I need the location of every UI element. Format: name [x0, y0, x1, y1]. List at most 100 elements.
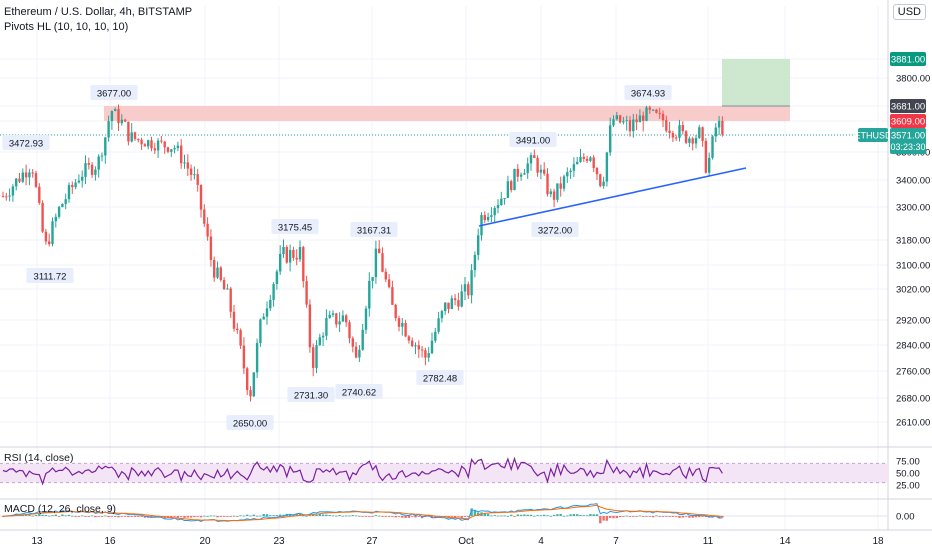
last-price-text: 3571.00 [891, 131, 925, 142]
candle-body [671, 132, 675, 138]
macd-histogram-bar [704, 516, 708, 518]
pivot-label-box [335, 384, 383, 399]
macd-histogram-bar [74, 516, 77, 517]
candle-body [229, 288, 232, 312]
candle-body [602, 181, 605, 187]
candle-body [486, 216, 490, 221]
currency-selector[interactable]: USD [892, 4, 926, 20]
y-tick-label: 3100.00 [896, 261, 930, 272]
macd-histogram-bar [622, 516, 625, 517]
macd-histogram-bar [315, 514, 318, 516]
pivot-label-box [226, 415, 274, 430]
macd-histogram-bar [123, 516, 127, 517]
macd-histogram-bar [196, 516, 199, 517]
macd-histogram-bar [612, 516, 615, 519]
macd-histogram-bar [180, 516, 183, 517]
candle-body [292, 250, 295, 258]
candle-body [437, 318, 440, 332]
candle-body [147, 140, 150, 147]
x-tick-label: 16 [104, 536, 116, 547]
macd-histogram-bar [133, 516, 137, 517]
macd-histogram-bar [130, 516, 133, 517]
candle-body [236, 328, 239, 331]
candle-body [585, 158, 589, 161]
macd-histogram-bar [506, 515, 510, 517]
macd-histogram-bar [526, 514, 529, 516]
candle-body [430, 340, 434, 354]
macd-histogram-bar [477, 512, 480, 516]
candle-body [526, 163, 529, 174]
macd-histogram-bar [566, 515, 569, 517]
macd-histogram-bar [345, 515, 348, 517]
macd-histogram-bar [602, 516, 605, 521]
pivot-label-box [2, 135, 50, 150]
macd-histogram-bar [450, 516, 453, 517]
macd-histogram-bar [496, 515, 500, 517]
candle-body [97, 156, 100, 170]
rsi-tick-label: 75.00 [896, 457, 920, 468]
candle-body [15, 178, 18, 187]
macd-histogram-bar [414, 516, 417, 518]
macd-histogram-bar [513, 516, 516, 517]
y-tick-label: 2610.00 [896, 418, 930, 429]
pivot-label-box [26, 268, 74, 283]
pivot-label: 2782.48 [423, 374, 457, 385]
candle-body [203, 209, 206, 224]
candle-body [457, 300, 460, 307]
candle-body [701, 127, 704, 141]
macd-histogram-bar [493, 515, 496, 516]
candle-body [123, 119, 127, 122]
chart-title: Ethereum / U.S. Dollar, 4h, BITSTAMP [4, 6, 193, 18]
candle-body [298, 247, 302, 260]
y-tick-label: 2920.00 [896, 316, 930, 327]
candle-body [51, 221, 54, 245]
candle-body [536, 158, 539, 173]
macd-histogram-bar [137, 516, 140, 517]
candle-body [378, 248, 381, 254]
candle-body [74, 182, 77, 188]
macd-histogram-bar [503, 515, 506, 517]
candle-body [206, 223, 209, 237]
candle-body [404, 322, 407, 337]
macd-histogram-bar [361, 516, 364, 517]
macd-histogram-bar [483, 513, 486, 516]
price-badge [890, 114, 926, 128]
candle-body [259, 319, 262, 343]
macd-histogram-bar [678, 516, 681, 518]
candle-body [21, 172, 24, 182]
macd-histogram-bar [338, 515, 341, 516]
macd-histogram-bar [661, 516, 665, 517]
candle-body [427, 353, 430, 358]
x-tick-label: Oct [458, 536, 474, 547]
y-tick-label: 2840.00 [896, 341, 930, 352]
rsi-tick-label: 25.00 [896, 481, 920, 492]
price-badge-text: 3609.00 [891, 117, 925, 128]
macd-histogram-bar [387, 516, 391, 517]
candle-body [31, 172, 34, 174]
macd-histogram-bar [279, 514, 282, 516]
candle-body [648, 107, 651, 110]
candle-body [414, 345, 417, 347]
macd-histogram-bar [213, 515, 216, 517]
x-tick-label: 11 [703, 536, 714, 547]
candle-body [543, 169, 546, 174]
macd-histogram-bar [615, 516, 618, 519]
candle-body [279, 253, 282, 272]
macd-histogram-bar [582, 515, 585, 516]
candle-body [523, 173, 526, 175]
pivot-label-box [416, 370, 464, 385]
candle-body [209, 236, 213, 260]
x-tick-label: 7 [613, 536, 619, 547]
candle-body [595, 167, 599, 175]
candle-body [546, 173, 549, 195]
candle-body [394, 304, 397, 319]
candle-body [150, 140, 153, 149]
pivot-label-box [271, 219, 319, 234]
candle-body [490, 215, 493, 217]
pivot-label: 3175.45 [278, 223, 312, 234]
x-tick-label: 13 [31, 536, 43, 547]
price-badge [890, 52, 926, 66]
macd-histogram-bar [61, 514, 64, 516]
candle-body [397, 318, 401, 327]
